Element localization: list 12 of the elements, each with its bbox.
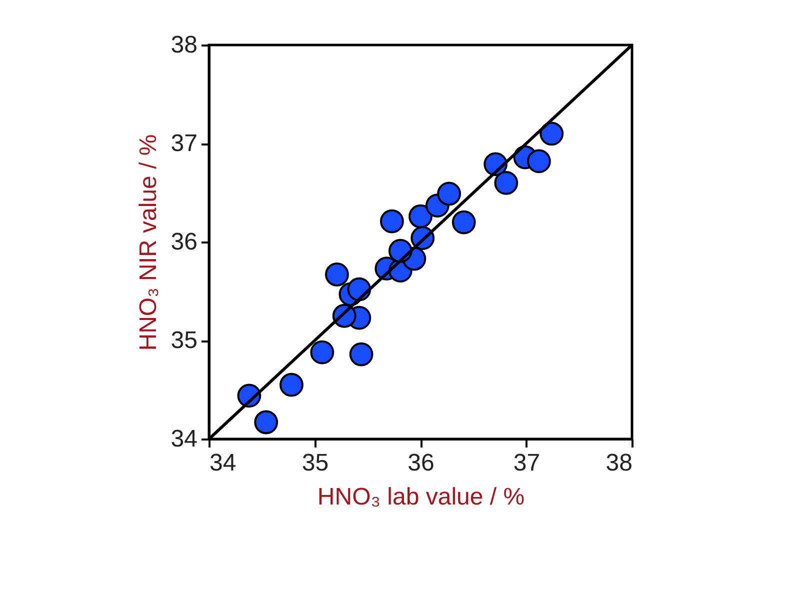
y-tick-label: 38 <box>170 32 198 58</box>
x-axis-title: HNO₃ lab value / % <box>317 484 525 510</box>
x-tick-label: 38 <box>606 450 632 476</box>
y-tick-label: 34 <box>170 426 198 452</box>
y-tick-label: 35 <box>170 327 198 354</box>
y-axis-title: HNO₃ NIR value / % <box>134 134 162 351</box>
x-tick-label: 36 <box>408 450 434 476</box>
x-tick-label: 35 <box>302 450 329 476</box>
x-tick-label: 37 <box>513 450 540 476</box>
y-tick-label: 36 <box>170 228 198 256</box>
y-tick-label: 37 <box>170 130 198 157</box>
x-tick-label: 34 <box>210 450 236 476</box>
